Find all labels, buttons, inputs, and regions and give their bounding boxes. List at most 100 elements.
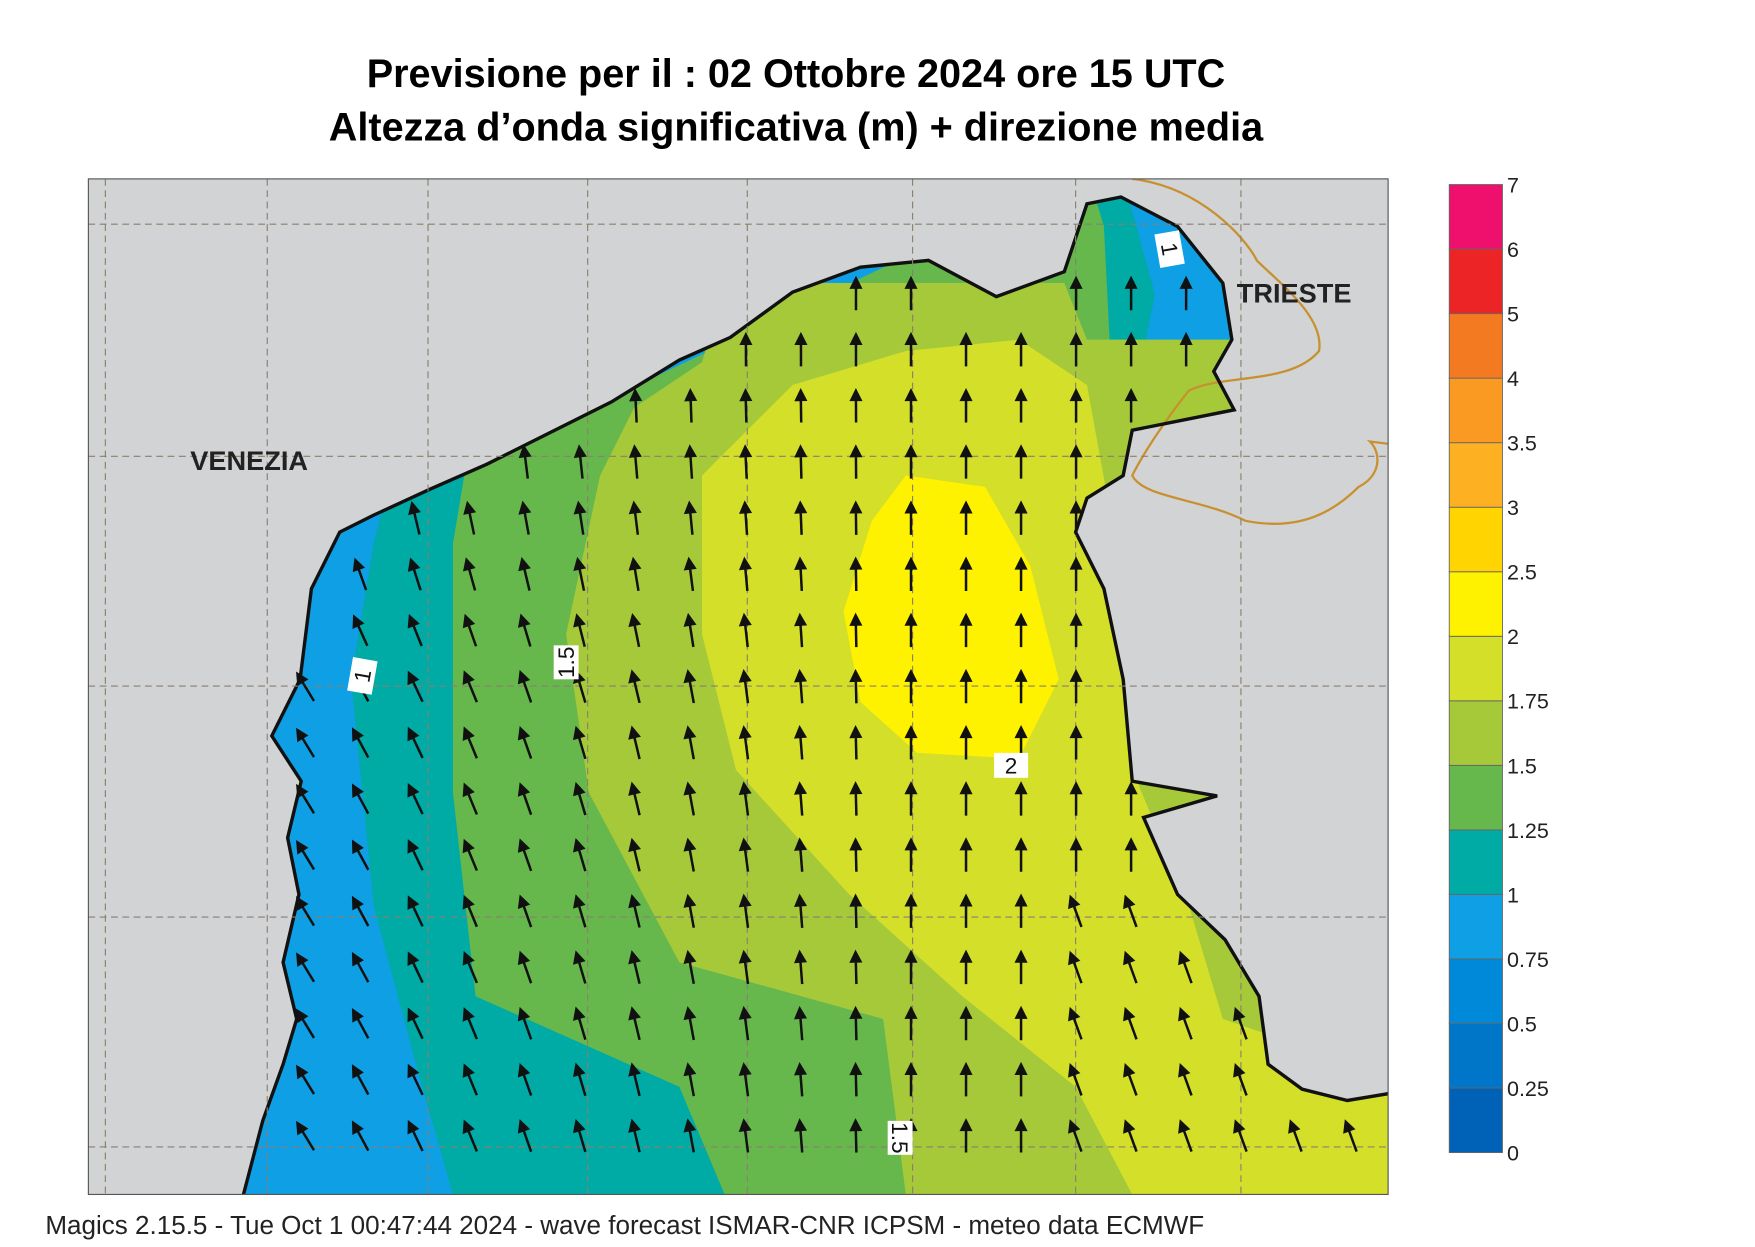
arrow [573, 556, 587, 591]
colorbar-swatch [1448, 764, 1503, 831]
arrow [407, 614, 423, 647]
arrow [683, 669, 697, 704]
arrow [683, 1118, 697, 1153]
arrow [849, 388, 863, 423]
arrow [904, 331, 918, 367]
colorbar-label: 0 [1507, 1141, 1519, 1165]
arrow [518, 557, 531, 591]
arrow [628, 669, 641, 704]
colorbar-swatch [1448, 829, 1503, 895]
arrow [1179, 331, 1193, 367]
arrow [1124, 331, 1138, 367]
arrow [407, 1007, 424, 1040]
arrow [1178, 950, 1193, 984]
arrow [904, 781, 918, 816]
arrow [794, 893, 808, 928]
arrow [683, 949, 697, 985]
arrow [1233, 1063, 1248, 1096]
arrow [904, 949, 918, 985]
arrow [849, 331, 863, 367]
arrow [1014, 500, 1028, 535]
arrow [1068, 1063, 1083, 1096]
arrow [462, 894, 479, 928]
colorbar: 0 0.25 0.5 0.75 1 1.25 1.5 1.75 2 2.5 3 3.5 4 5 6 7 [1448, 173, 1549, 1165]
arrow [1069, 388, 1083, 423]
arrow [794, 837, 808, 872]
arrow [683, 1062, 697, 1097]
contour-label: 2 [994, 752, 1029, 778]
arrow [683, 781, 697, 816]
colorbar-swatch [1448, 506, 1503, 573]
arrow [738, 781, 752, 816]
arrow [296, 727, 316, 758]
arrow [462, 1063, 479, 1096]
arrow [794, 388, 808, 423]
colorbar-swatch [1448, 377, 1503, 444]
colorbar-label: 0.75 [1507, 948, 1549, 972]
arrow [849, 724, 863, 760]
arrow [1123, 1063, 1138, 1096]
arrow [1068, 1006, 1083, 1040]
arrow [1014, 781, 1028, 816]
arrow [959, 331, 973, 367]
place-label: TRIESTE [1237, 277, 1352, 308]
arrow [904, 275, 918, 311]
arrow [573, 781, 587, 816]
arrow [849, 949, 863, 985]
contour-label-box [347, 657, 378, 695]
arrow [683, 893, 697, 928]
arrow [296, 952, 316, 983]
arrow [296, 896, 316, 927]
contour-label: 1.5 [887, 1120, 913, 1155]
arrow [683, 556, 697, 592]
contour-label-text: 1 [349, 668, 376, 685]
arrow [1123, 894, 1138, 928]
arrow [794, 612, 808, 648]
arrow [573, 500, 587, 535]
arrow [794, 1118, 808, 1153]
arrow [462, 1119, 479, 1152]
arrow [1069, 668, 1083, 704]
arrow [628, 444, 642, 479]
subtitle: Altezza d’onda significativa (m) + direz… [329, 105, 1264, 149]
wave-band [843, 475, 1059, 759]
arrow [1068, 1119, 1083, 1153]
arrow [628, 837, 641, 872]
map-frame [87, 178, 1389, 1196]
arrow [462, 838, 479, 872]
arrow [849, 500, 863, 535]
arrow [1233, 1119, 1248, 1153]
arrow [1014, 331, 1028, 367]
arrow [904, 444, 918, 479]
arrow [407, 1063, 424, 1096]
arrow [573, 725, 587, 760]
arrow [739, 331, 753, 367]
colorbar-swatch [1448, 184, 1503, 250]
arrow [1124, 388, 1138, 423]
arrow [1123, 1119, 1138, 1153]
arrow [904, 388, 918, 423]
border [1130, 178, 1389, 525]
arrow [351, 1120, 370, 1152]
arrow [352, 614, 369, 647]
arrow [351, 839, 370, 871]
arrow [628, 500, 642, 535]
arrow [1014, 837, 1028, 872]
arrow [407, 557, 422, 591]
arrow [1178, 1119, 1193, 1153]
arrow [794, 781, 808, 816]
arrow [683, 500, 697, 535]
arrow [296, 1008, 316, 1039]
arrow [959, 949, 973, 985]
arrow [296, 671, 316, 702]
arrow [959, 893, 973, 928]
arrow [738, 949, 752, 985]
direction-arrows [296, 275, 1358, 1153]
colorbar-swatch [1448, 893, 1503, 960]
arrow [1069, 612, 1083, 648]
arrow [849, 837, 863, 872]
arrow [573, 1006, 587, 1040]
arrow [351, 783, 370, 815]
colorbar-label: 2.5 [1507, 561, 1537, 585]
arrow [296, 1120, 316, 1151]
